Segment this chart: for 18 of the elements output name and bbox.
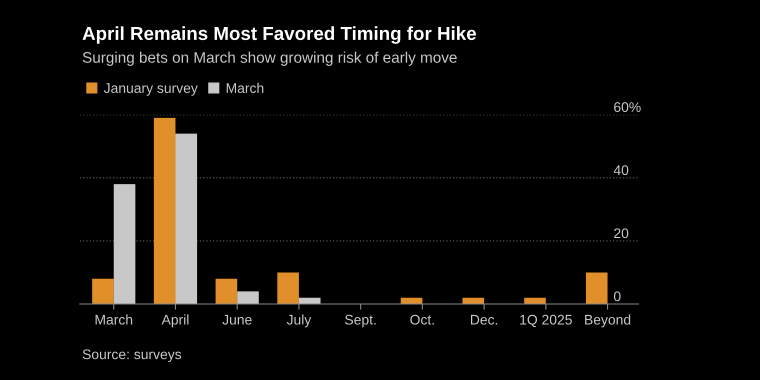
chart-title: April Remains Most Favored Timing for Hike bbox=[82, 26, 476, 44]
y-tick-label: 60% bbox=[614, 102, 641, 112]
chart-subtitle: Surging bets on March show growing risk of early move bbox=[82, 52, 457, 66]
x-tick-label: March bbox=[96, 314, 132, 325]
legend-label: March bbox=[226, 82, 264, 93]
legend-label: January survey bbox=[104, 83, 198, 96]
x-tick-label: Oct. bbox=[410, 314, 434, 325]
x-tick-label: April bbox=[162, 314, 188, 328]
x-tick-label: Sept. bbox=[345, 314, 376, 328]
x-tick-label: 1Q 2025 bbox=[520, 314, 572, 328]
x-tick-label: Beyond bbox=[585, 314, 630, 328]
y-tick-label: 0 bbox=[614, 291, 621, 302]
x-tick-label: July bbox=[286, 314, 312, 328]
y-tick-label: 40 bbox=[614, 165, 628, 176]
source-note: Source: surveys bbox=[82, 349, 182, 362]
x-tick-label: Dec. bbox=[470, 314, 498, 325]
y-tick-label: 20 bbox=[614, 228, 628, 238]
x-tick-label: June bbox=[222, 314, 252, 325]
